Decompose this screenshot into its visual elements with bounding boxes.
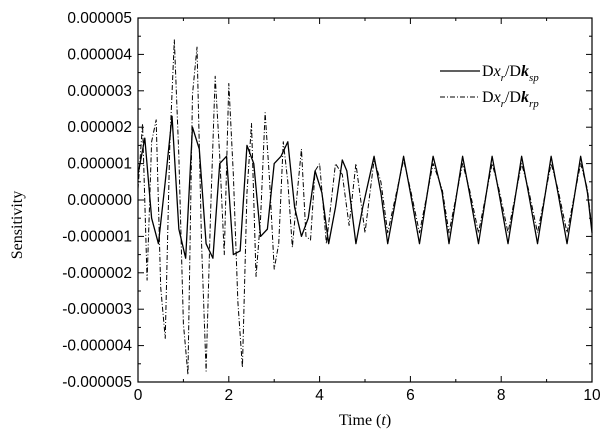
y-tick-label: -0.000003 [62, 301, 132, 318]
x-tick-label: 10 [583, 387, 601, 404]
x-tick-label: 0 [134, 387, 143, 404]
y-tick-label: 0.000004 [67, 46, 132, 63]
y-tick-label: -0.000002 [62, 265, 132, 282]
x-tick-label: 6 [406, 387, 415, 404]
y-tick-label: -0.000001 [62, 228, 132, 245]
series-line-sp [137, 115, 593, 259]
y-tick-label: 0.000000 [67, 192, 132, 209]
y-tick-label: 0.000001 [67, 156, 132, 173]
legend-label-rp: Dxr/Dkrp [482, 89, 539, 110]
y-tick-label: 0.000003 [67, 83, 132, 100]
x-tick-label: 4 [315, 387, 324, 404]
y-tick-label: 0.000005 [67, 10, 132, 27]
x-tick-label: 2 [224, 387, 233, 404]
legend-label-sp: Dxr/Dksp [482, 63, 539, 84]
series-line-rp [137, 39, 593, 376]
legend: Dxr/Dksp Dxr/Dkrp [440, 63, 539, 110]
y-axis-title: Sensitivity [9, 191, 26, 259]
y-tick-label: -0.000005 [62, 374, 132, 391]
y-tick-label: -0.000004 [62, 338, 132, 355]
y-axis-ticks: 0.000005 0.000004 0.000003 0.000002 0.000001… [62, 10, 592, 391]
x-axis-title: Time (t) [339, 412, 391, 429]
y-tick-label: 0.000002 [67, 119, 132, 136]
x-tick-label: 8 [497, 387, 506, 404]
x-axis-ticks: 0 2 4 6 8 10 [134, 18, 601, 404]
series-layer [137, 39, 593, 376]
